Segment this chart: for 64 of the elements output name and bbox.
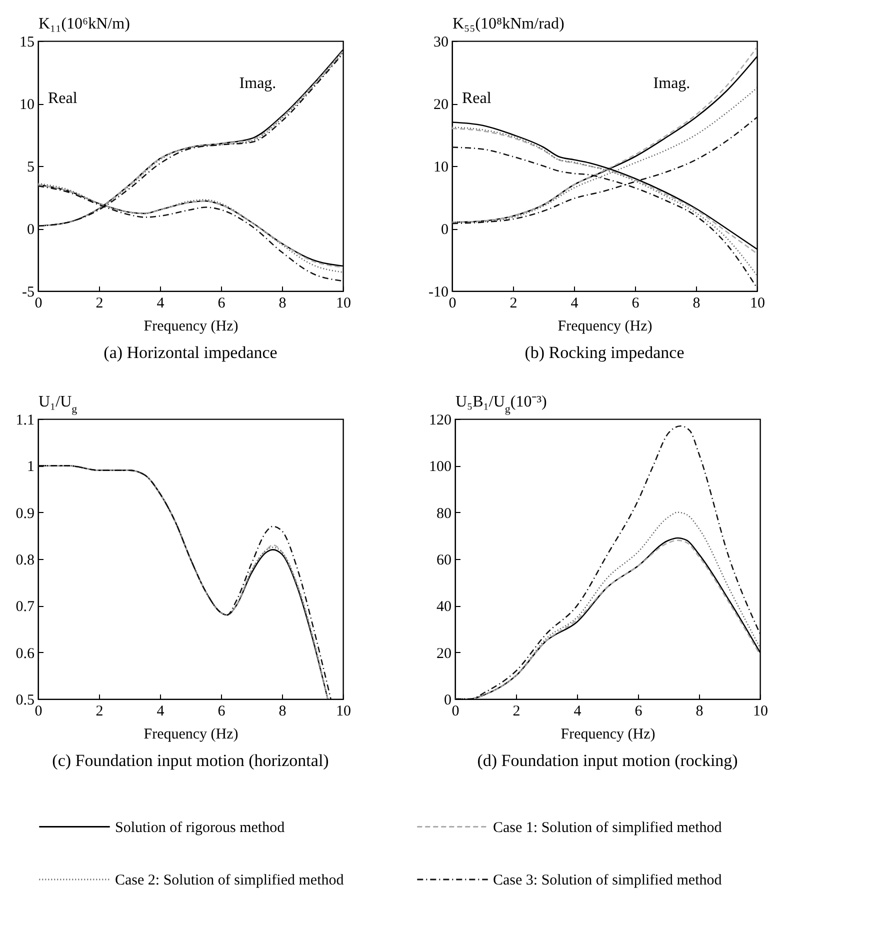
x-tick-label: 2	[96, 296, 104, 312]
x-axis-title: Frequency (Hz)	[560, 726, 656, 742]
y-axis-title: U₁/U$_{g}$	[38, 394, 78, 416]
x-tick-label: 6	[632, 296, 640, 312]
x-tick-label: 4	[156, 296, 165, 312]
annotation: Imag.	[239, 75, 276, 92]
y-tick-label: 0.8	[16, 552, 34, 568]
y-tick-label: 15	[20, 34, 34, 50]
x-tick-label: 10	[753, 704, 768, 720]
x-tick-label: 4	[570, 296, 579, 312]
y-tick-label: 30	[434, 34, 448, 50]
y-tick-label: 0.5	[16, 692, 34, 708]
y-tick-label: 1.1	[16, 412, 34, 428]
legend-label: Case 1: Solution of simplified method	[493, 820, 722, 836]
x-tick-label: 8	[692, 296, 700, 312]
annotation: Real	[48, 90, 78, 107]
y-tick-label: 0.7	[16, 599, 35, 616]
y-tick-label: -10	[428, 284, 448, 300]
x-axis-title: Frequency (Hz)	[144, 726, 238, 742]
y-tick-label: 0	[444, 692, 452, 708]
x-tick-label: 10	[336, 704, 351, 720]
x-axis-title: Frequency (Hz)	[144, 318, 238, 334]
y-axis-title: K₅₅(10⁸kNm/rad)	[452, 16, 564, 32]
y-tick-label: -5	[22, 284, 34, 300]
x-tick-label: 10	[336, 296, 351, 312]
x-tick-label: 4	[574, 704, 582, 720]
annotation: Imag.	[653, 75, 690, 92]
x-tick-label: 8	[278, 296, 286, 312]
x-tick-label: 6	[218, 704, 226, 720]
x-tick-label: 2	[510, 296, 518, 312]
y-tick-label: 40	[436, 599, 452, 616]
y-tick-label: 20	[434, 97, 448, 113]
y-tick-label: 10	[20, 97, 34, 113]
x-tick-label: 10	[750, 296, 765, 312]
legend-label: Solution of rigorous method	[115, 820, 286, 836]
y-tick-label: 10	[434, 160, 448, 176]
legend-label: Case 2: Solution of simplified method	[115, 872, 344, 888]
y-tick-label: 5	[27, 160, 34, 176]
text: (c) Foundation input motion (horizontal)	[52, 751, 329, 770]
x-tick-label: 6	[634, 704, 643, 720]
x-tick-label: 2	[96, 704, 104, 720]
y-tick-label: 20	[436, 646, 452, 662]
x-tick-label: 8	[696, 704, 704, 720]
y-tick-label: 0	[441, 222, 448, 238]
x-tick-label: 4	[156, 704, 165, 720]
x-tick-label: 6	[218, 296, 226, 312]
y-tick-label: 0.9	[16, 506, 34, 522]
annotation: Real	[462, 90, 492, 107]
y-axis-title: U₅B₁/U$_{g}$(10⁻³)	[456, 394, 547, 416]
y-tick-label: 1	[27, 459, 34, 476]
y-tick-label: 0	[27, 222, 34, 238]
legend-label: Case 3: Solution of simplified method	[493, 872, 722, 888]
y-tick-label: 60	[436, 552, 452, 568]
y-tick-label: 80	[436, 506, 452, 522]
y-tick-label: 0.6	[16, 646, 35, 662]
y-tick-label: 100	[429, 459, 452, 476]
x-tick-label: 2	[512, 704, 520, 720]
text: (b) Rocking impedance	[524, 343, 684, 362]
x-tick-label: 8	[278, 704, 286, 720]
x-axis-title: Frequency (Hz)	[558, 318, 652, 334]
y-tick-label: 120	[429, 412, 452, 428]
text: (a) Horizontal impedance	[104, 343, 278, 362]
text: (d) Foundation input motion (rocking)	[477, 751, 738, 770]
y-axis-title: K₁₁(10⁶kN/m)	[38, 16, 130, 32]
